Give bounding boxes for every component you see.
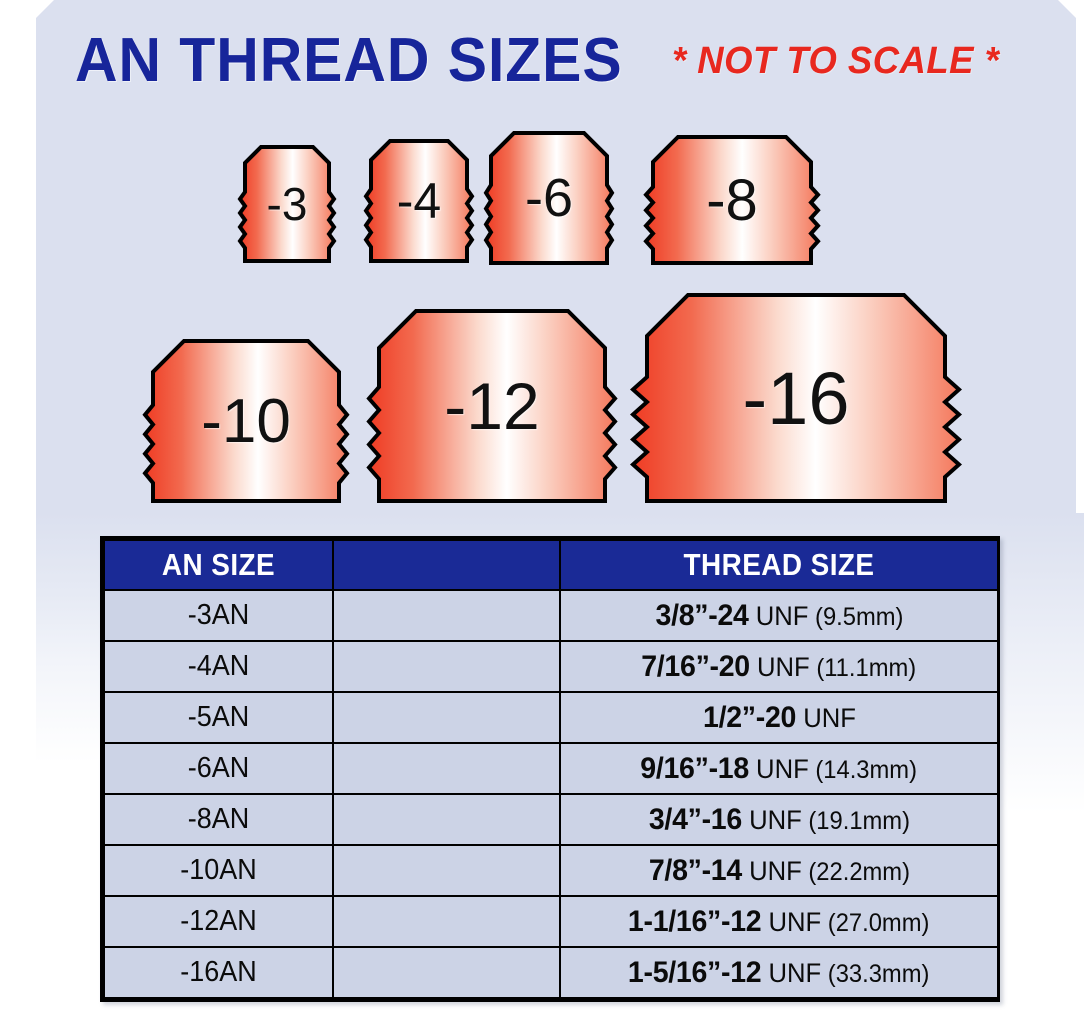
- thread-size-line: 3/8”-24 UNF (9.5mm): [655, 599, 903, 633]
- table-row: -6AN 9/16”-18 UNF (14.3mm): [103, 742, 999, 795]
- cell-thread-size: 1-1/16”-12 UNF (27.0mm): [559, 895, 999, 948]
- column-header-blank: [332, 539, 561, 591]
- thread-standard: UNF: [761, 906, 822, 937]
- cell-an-size: -10AN: [103, 844, 334, 897]
- thread-standard: UNF: [795, 702, 856, 733]
- thread-size-line: 1/2”-20 UNF: [703, 701, 856, 735]
- thread-size-table: AN SIZE THREAD SIZE -3AN 3/8”-24 UNF (9.5…: [100, 536, 1000, 1002]
- cell-an-size: -5AN: [103, 691, 334, 744]
- thread-standard: UNF: [749, 753, 810, 784]
- cell-blank: [332, 793, 561, 846]
- thread-metric: (27.0mm): [821, 908, 930, 937]
- cell-blank: [332, 895, 561, 948]
- cell-blank: [332, 844, 561, 897]
- cell-an-size: -16AN: [103, 946, 334, 999]
- fitting-dash12: -12: [366, 309, 618, 503]
- page-title: AN THREAD SIZES: [75, 26, 623, 95]
- fitting-body-shape: [363, 139, 475, 263]
- thread-metric: (9.5mm): [807, 602, 903, 631]
- table-header-row: AN SIZE THREAD SIZE: [103, 539, 999, 591]
- thread-metric: (19.1mm): [801, 806, 910, 835]
- table-row: -16AN 1-5/16”-12 UNF (33.3mm): [103, 946, 999, 999]
- thread-size-line: 1-1/16”-12 UNF (27.0mm): [628, 905, 929, 939]
- cell-an-size: -3AN: [103, 589, 334, 642]
- thread-standard: UNF: [748, 600, 808, 631]
- cell-thread-size: 3/8”-24 UNF (9.5mm): [559, 589, 999, 642]
- fitting-body-shape: [366, 309, 618, 503]
- cell-an-size: -12AN: [103, 895, 334, 948]
- thread-fraction: 1/2”-20: [702, 700, 796, 734]
- thread-standard: UNF: [761, 957, 822, 988]
- fitting-dash4: -4: [363, 139, 475, 263]
- thread-fraction: 1-1/16”-12: [628, 904, 762, 938]
- cell-blank: [332, 946, 561, 999]
- thread-size-line: 7/8”-14 UNF (22.2mm): [648, 854, 909, 888]
- thread-size-line: 9/16”-18 UNF (14.3mm): [641, 752, 918, 786]
- thread-metric: (14.3mm): [809, 755, 918, 784]
- cell-thread-size: 1-5/16”-12 UNF (33.3mm): [559, 946, 999, 999]
- cell-thread-size: 1/2”-20 UNF: [559, 691, 999, 744]
- thread-fraction: 3/4”-16: [648, 802, 742, 836]
- fitting-body-shape: [142, 339, 350, 503]
- cell-thread-size: 7/16”-20 UNF (11.1mm): [559, 640, 999, 693]
- cell-thread-size: 3/4”-16 UNF (19.1mm): [559, 793, 999, 846]
- fitting-dash6: -6: [483, 131, 615, 265]
- thread-fraction: 3/8”-24: [655, 598, 749, 632]
- cell-an-size: -8AN: [103, 793, 334, 846]
- thread-size-line: 7/16”-20 UNF (11.1mm): [642, 650, 917, 684]
- thread-standard: UNF: [741, 804, 802, 835]
- table-row: -12AN 1-1/16”-12 UNF (27.0mm): [103, 895, 999, 948]
- title-row: AN THREAD SIZES * NOT TO SCALE *: [0, 26, 1084, 98]
- thread-standard: UNF: [741, 855, 802, 886]
- an-size-value: -3AN: [187, 599, 250, 631]
- an-size-value: -8AN: [187, 803, 250, 835]
- fitting-body-shape: [643, 135, 821, 265]
- an-size-value: -5AN: [187, 701, 250, 733]
- thread-fraction: 7/16”-20: [641, 649, 751, 683]
- an-size-value: -16AN: [180, 956, 257, 988]
- table-row: -5AN 1/2”-20 UNF: [103, 691, 999, 744]
- fitting-body-shape: [483, 131, 615, 265]
- fitting-dash3: -3: [237, 145, 337, 263]
- fitting-dash10: -10: [142, 339, 350, 503]
- thread-metric: (22.2mm): [801, 857, 910, 886]
- column-header-thread-size: THREAD SIZE: [559, 539, 999, 591]
- table-body: -3AN 3/8”-24 UNF (9.5mm) -4AN 7/16”-20 UNF …: [103, 589, 999, 999]
- an-size-value: -12AN: [180, 905, 257, 937]
- an-size-value: -6AN: [187, 752, 250, 784]
- cell-blank: [332, 742, 561, 795]
- cell-thread-size: 7/8”-14 UNF (22.2mm): [559, 844, 999, 897]
- table-row: -8AN 3/4”-16 UNF (19.1mm): [103, 793, 999, 846]
- fitting-dash16: -16: [629, 293, 963, 503]
- cell-thread-size: 9/16”-18 UNF (14.3mm): [559, 742, 999, 795]
- fitting-body-shape: [629, 293, 963, 503]
- table-row: -10AN 7/8”-14 UNF (22.2mm): [103, 844, 999, 897]
- column-header-an-size: AN SIZE: [103, 539, 334, 591]
- an-size-value: -10AN: [180, 854, 257, 886]
- thread-standard: UNF: [750, 651, 811, 682]
- an-size-value: -4AN: [187, 650, 250, 682]
- thread-size-line: 1-5/16”-12 UNF (33.3mm): [628, 956, 929, 990]
- cell-blank: [332, 691, 561, 744]
- table-row: -4AN 7/16”-20 UNF (11.1mm): [103, 640, 999, 693]
- thread-metric: (11.1mm): [810, 653, 917, 682]
- cell-blank: [332, 589, 561, 642]
- cell-an-size: -6AN: [103, 742, 334, 795]
- thread-fraction: 1-5/16”-12: [628, 955, 762, 989]
- thread-size-line: 3/4”-16 UNF (19.1mm): [648, 803, 909, 837]
- table-row: -3AN 3/8”-24 UNF (9.5mm): [103, 589, 999, 642]
- thread-fraction: 7/8”-14: [648, 853, 742, 887]
- cell-blank: [332, 640, 561, 693]
- panel-fade-right: [998, 513, 1084, 813]
- not-to-scale-note: * NOT TO SCALE *: [672, 40, 1000, 82]
- thread-metric: (33.3mm): [821, 959, 930, 988]
- fitting-body-shape: [237, 145, 337, 263]
- fitting-dash8: -8: [643, 135, 821, 265]
- cell-an-size: -4AN: [103, 640, 334, 693]
- thread-fraction: 9/16”-18: [640, 751, 750, 785]
